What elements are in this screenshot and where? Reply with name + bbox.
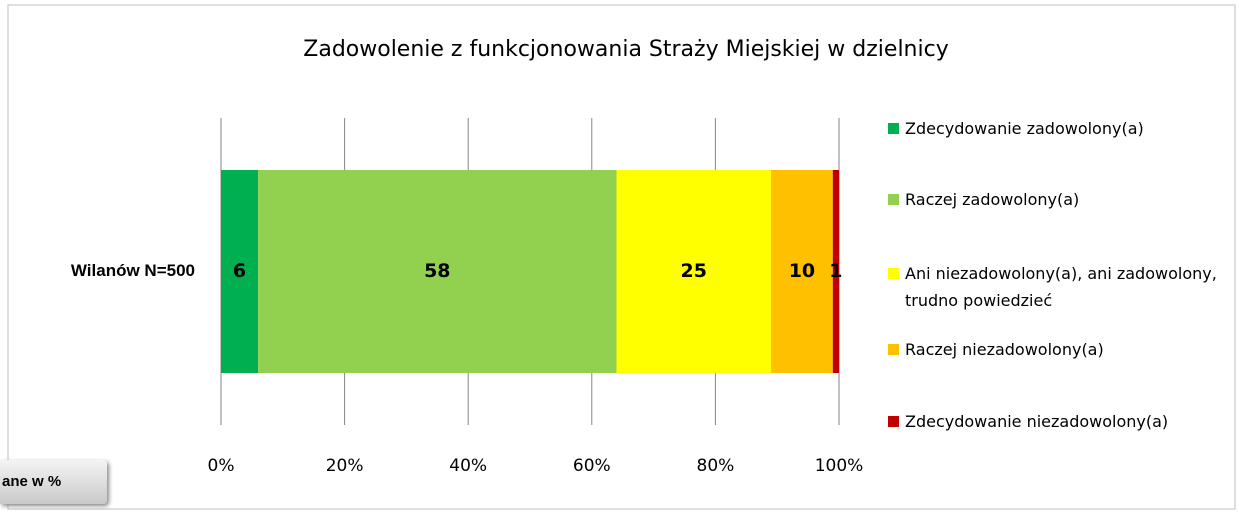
legend-label: Raczej zadowolony(a) bbox=[905, 190, 1080, 209]
chart-title: Zadowolenie z funkcjonowania Straży Miej… bbox=[303, 37, 948, 62]
annotation: ane w % bbox=[0, 460, 107, 504]
legend-swatch bbox=[888, 123, 899, 134]
bar-segment bbox=[771, 170, 833, 373]
data-label: 6 bbox=[233, 260, 246, 282]
x-tick-label: 0% bbox=[208, 456, 235, 476]
legend-item: Zdecydowanie zadowolony(a) bbox=[888, 115, 1228, 142]
x-tick-label: 100% bbox=[815, 456, 864, 476]
x-tick-label: 20% bbox=[326, 456, 364, 476]
y-tick-label: Wilanów N=500 bbox=[71, 261, 195, 280]
bar-segment bbox=[258, 170, 617, 373]
x-tick-label: 80% bbox=[697, 456, 735, 476]
legend-label: Zdecydowanie niezadowolony(a) bbox=[905, 412, 1169, 431]
bar-segment bbox=[832, 170, 839, 373]
bar-segment bbox=[221, 170, 259, 373]
legend-item: Zdecydowanie niezadowolony(a) bbox=[888, 408, 1228, 435]
legend-item: Raczej zadowolony(a) bbox=[888, 186, 1228, 213]
data-label: 58 bbox=[424, 260, 450, 282]
legend-label: Ani niezadowolony(a), ani zadowolony, tr… bbox=[905, 264, 1217, 310]
data-label: 1 bbox=[829, 260, 842, 282]
x-tick-label: 60% bbox=[573, 456, 611, 476]
legend-swatch bbox=[888, 268, 899, 279]
legend-label: Zdecydowanie zadowolony(a) bbox=[905, 119, 1144, 138]
bar-segment bbox=[616, 170, 772, 373]
legend-swatch bbox=[888, 416, 899, 427]
legend-item: Raczej niezadowolony(a) bbox=[888, 336, 1228, 363]
legend-label: Raczej niezadowolony(a) bbox=[905, 340, 1104, 359]
legend-swatch bbox=[888, 194, 899, 205]
data-label: 10 bbox=[789, 260, 815, 282]
data-label: 25 bbox=[681, 260, 707, 282]
legend-item: Ani niezadowolony(a), ani zadowolony, tr… bbox=[888, 260, 1228, 314]
legend-swatch bbox=[888, 344, 899, 355]
x-tick-label: 40% bbox=[449, 456, 487, 476]
